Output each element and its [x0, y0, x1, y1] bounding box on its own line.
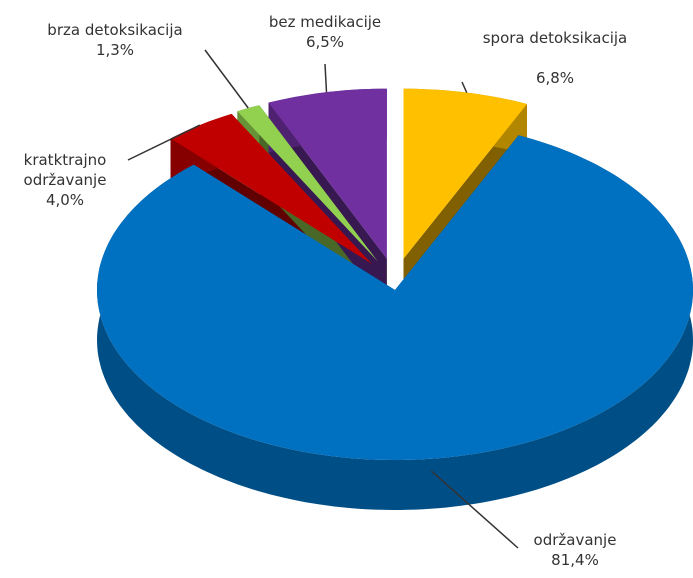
leader-line [127, 124, 201, 161]
slice-label: brza detoksikacija [47, 21, 183, 39]
leader-line [324, 63, 328, 93]
leader-line [204, 49, 249, 109]
leader-line [461, 81, 468, 93]
value-label: 81,4% [551, 551, 599, 569]
slice-label: kratktrajno održavanje [23, 151, 107, 189]
value-label: 1,3% [95, 41, 135, 59]
slice-label: bez medikacije [268, 13, 382, 31]
value-label: 6,8% [535, 69, 575, 87]
slice [237, 105, 378, 262]
value-label: 6,5% [305, 33, 345, 51]
slice [170, 113, 372, 264]
slice [268, 88, 387, 259]
leader-line [430, 470, 519, 549]
slice [403, 88, 527, 259]
value-label: 4,0% [45, 191, 85, 209]
slice-label: održavanje [533, 531, 617, 549]
slice [97, 135, 693, 461]
slice-label: spora detoksikacija [482, 29, 628, 47]
